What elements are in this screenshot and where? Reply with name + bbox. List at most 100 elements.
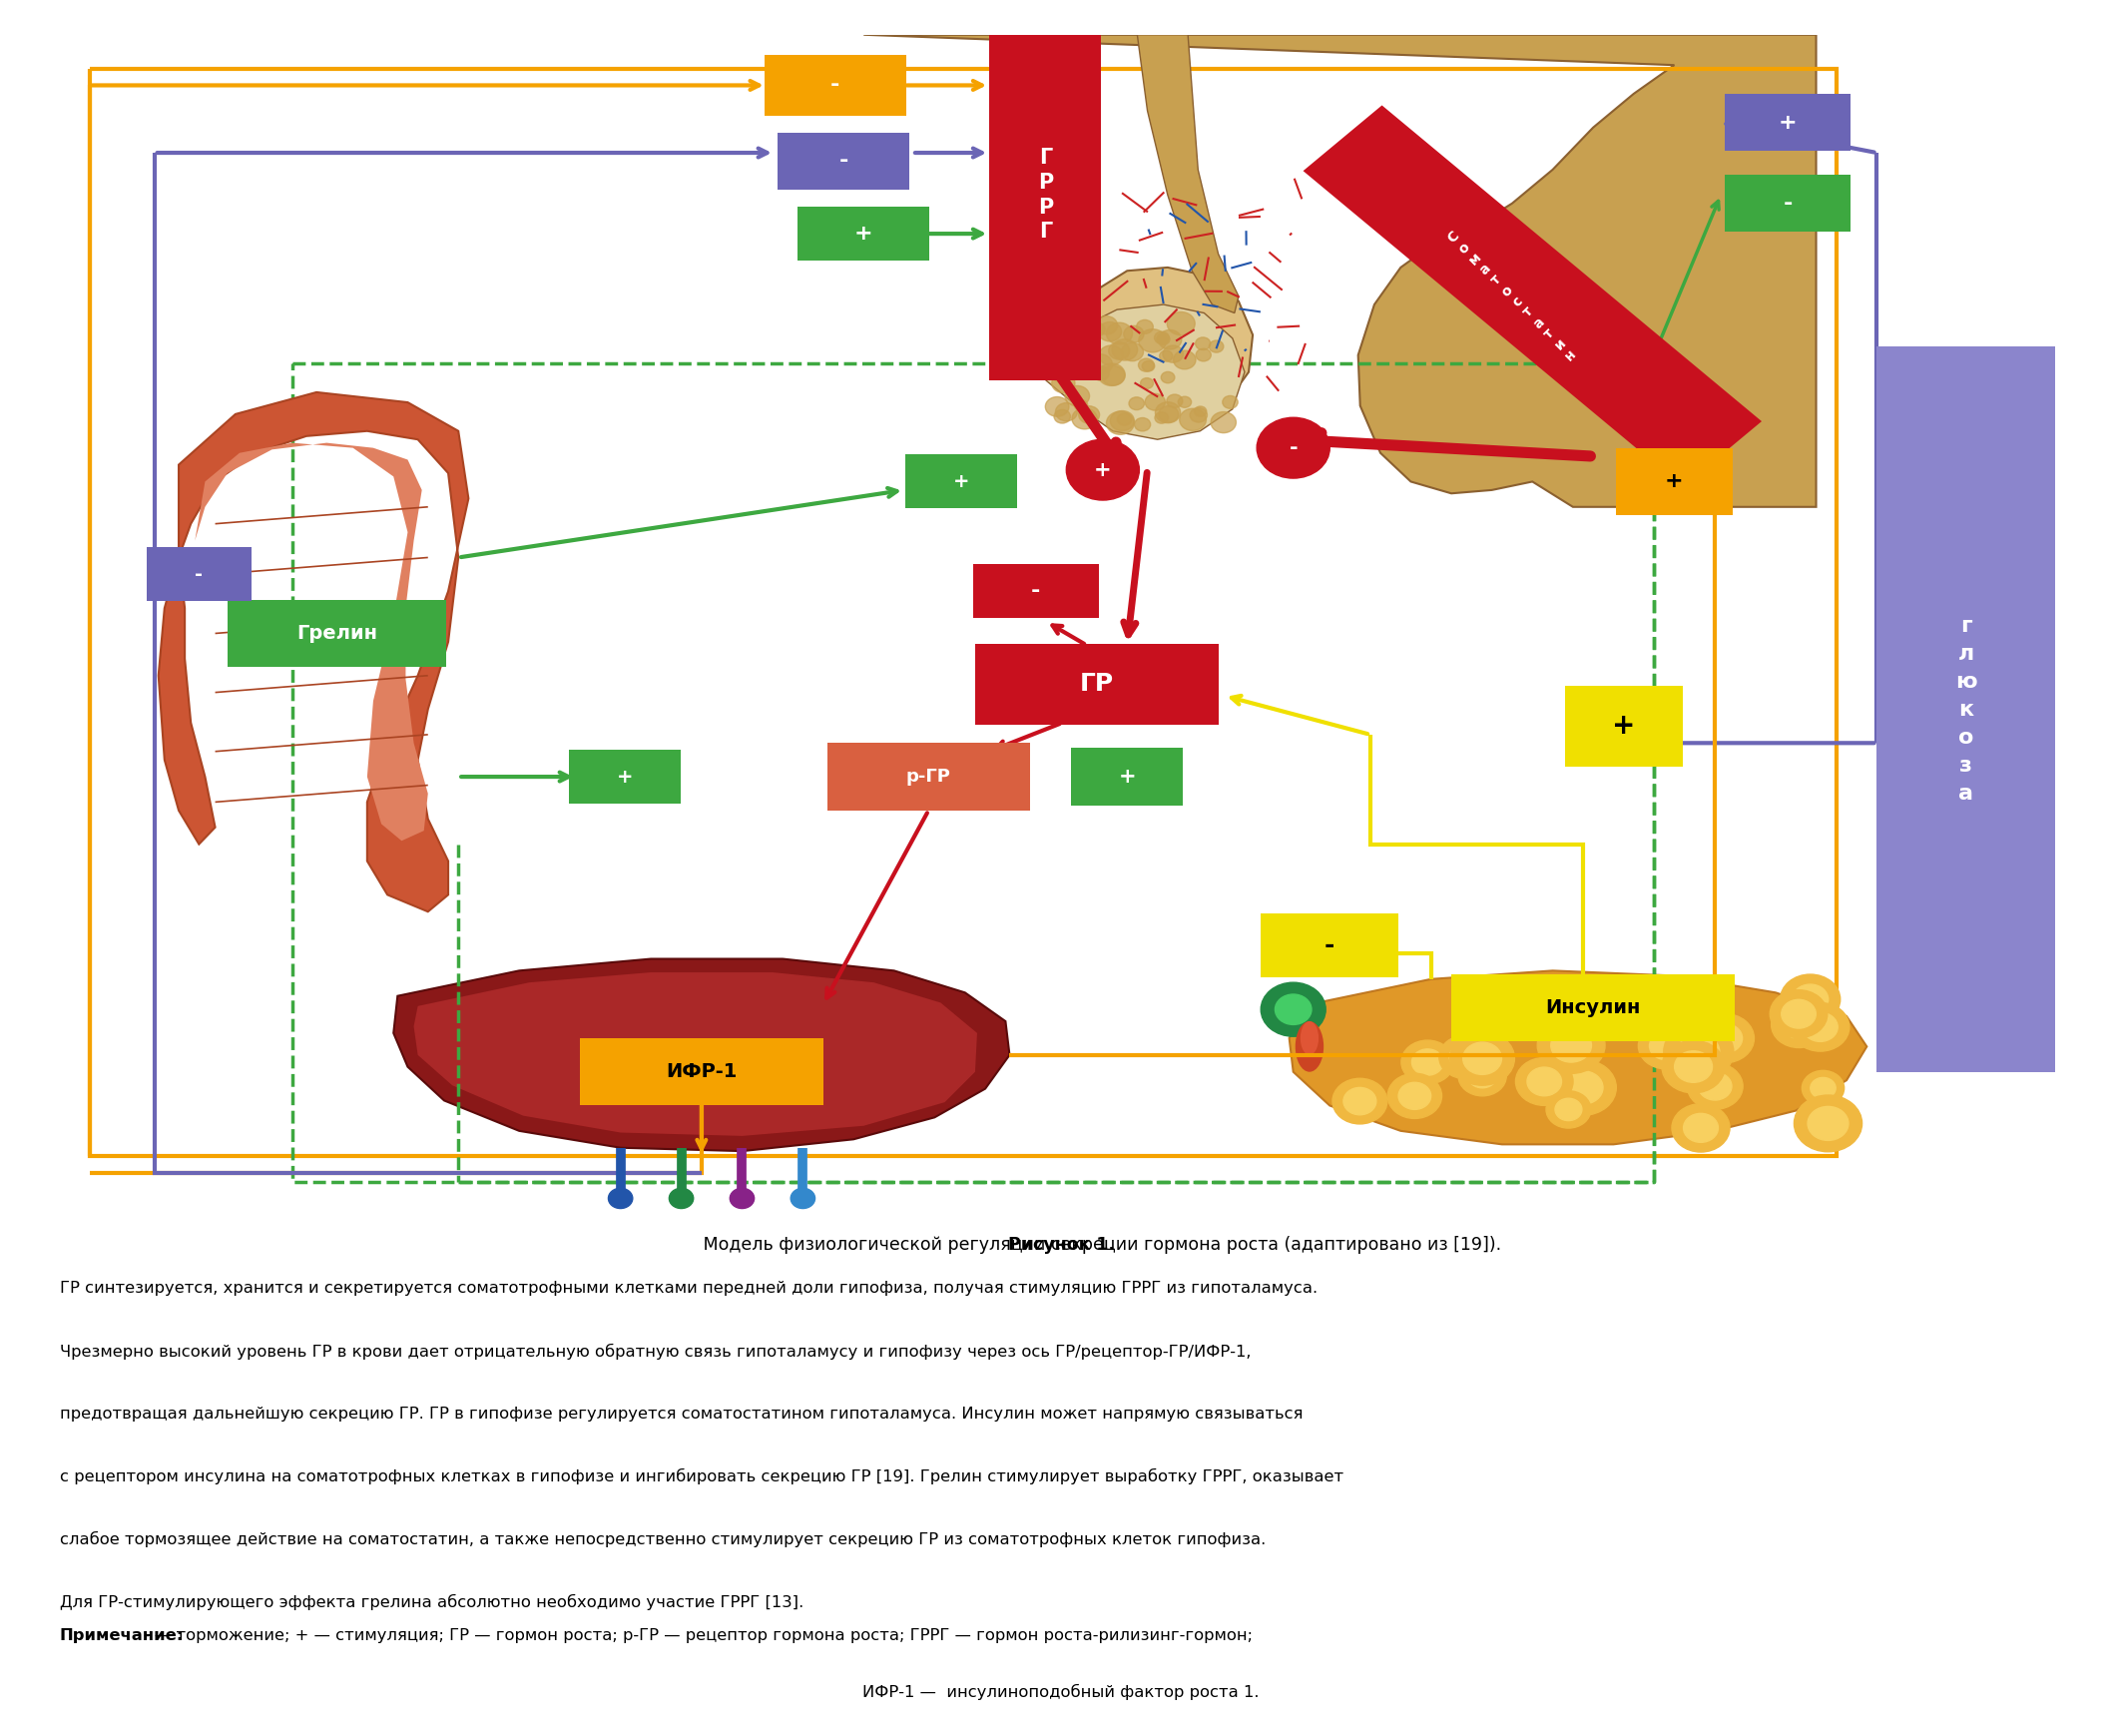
Text: г
л
ю
к
о
з
а: г л ю к о з а — [1954, 616, 1978, 804]
Circle shape — [1072, 344, 1091, 359]
Circle shape — [1222, 396, 1237, 408]
Text: -: - — [830, 75, 840, 95]
Circle shape — [1515, 1057, 1572, 1106]
Circle shape — [1564, 1071, 1602, 1104]
Text: -: - — [1031, 582, 1040, 601]
Polygon shape — [159, 392, 469, 911]
Bar — [1072, 748, 1182, 806]
Circle shape — [1526, 986, 1551, 1007]
Circle shape — [1159, 351, 1173, 361]
Circle shape — [1687, 1062, 1742, 1109]
Text: -: - — [195, 564, 204, 583]
Bar — [798, 207, 929, 260]
Polygon shape — [989, 35, 1101, 380]
Text: Грелин: Грелин — [297, 623, 378, 642]
Circle shape — [1089, 354, 1112, 375]
Circle shape — [1802, 1071, 1844, 1106]
Ellipse shape — [1301, 1021, 1318, 1055]
Text: ИФР-1 —  инсулиноподобный фактор роста 1.: ИФР-1 — инсулиноподобный фактор роста 1. — [864, 1684, 1258, 1700]
Circle shape — [1156, 333, 1169, 345]
Text: -: - — [1324, 934, 1335, 957]
Circle shape — [1046, 398, 1069, 417]
Bar — [1451, 974, 1736, 1042]
Bar — [1564, 686, 1683, 767]
Circle shape — [1106, 323, 1133, 344]
Circle shape — [1772, 1002, 1827, 1049]
Text: Чрезмерно высокий уровень ГР в крови дает отрицательную обратную связь гипоталам: Чрезмерно высокий уровень ГР в крови дае… — [59, 1344, 1250, 1359]
Circle shape — [1401, 1040, 1454, 1083]
Circle shape — [1146, 394, 1165, 410]
Circle shape — [1078, 345, 1099, 361]
Bar — [1725, 175, 1850, 233]
Bar — [764, 56, 906, 116]
Circle shape — [1398, 1083, 1430, 1109]
Text: Примечание:: Примечание: — [59, 1628, 185, 1644]
Bar — [146, 547, 253, 601]
Circle shape — [1458, 1055, 1507, 1095]
Circle shape — [1065, 337, 1084, 352]
Text: +: + — [855, 224, 872, 243]
Circle shape — [1212, 411, 1237, 432]
Circle shape — [1275, 995, 1311, 1024]
Circle shape — [1167, 394, 1182, 408]
Text: С
о
м
а
т
о
с
т
а
т
и
н: С о м а т о с т а т и н — [1445, 229, 1579, 363]
Polygon shape — [414, 972, 976, 1135]
Circle shape — [1695, 1014, 1755, 1062]
Circle shape — [1780, 974, 1840, 1024]
Text: +: + — [615, 767, 632, 786]
Text: +: + — [1118, 767, 1135, 786]
Circle shape — [1793, 1095, 1863, 1151]
Circle shape — [1093, 366, 1110, 380]
Polygon shape — [393, 958, 1010, 1151]
Bar — [1725, 94, 1850, 151]
Circle shape — [1063, 345, 1091, 368]
Circle shape — [1137, 359, 1154, 372]
Polygon shape — [864, 35, 1816, 507]
Circle shape — [1163, 345, 1184, 363]
Circle shape — [1074, 399, 1089, 411]
Circle shape — [730, 1187, 753, 1208]
Circle shape — [609, 1187, 632, 1208]
Circle shape — [1793, 984, 1829, 1014]
Text: +: + — [1778, 113, 1797, 132]
Bar — [1615, 448, 1734, 516]
Circle shape — [1536, 1017, 1604, 1073]
Text: Г
Р
Р
Г: Г Р Р Г — [1038, 148, 1055, 241]
Circle shape — [1388, 1073, 1441, 1118]
Ellipse shape — [1294, 1021, 1324, 1071]
Circle shape — [1173, 351, 1197, 370]
Circle shape — [1106, 411, 1133, 434]
Circle shape — [1468, 1064, 1496, 1088]
Circle shape — [1053, 373, 1076, 392]
Text: +: + — [1095, 460, 1112, 479]
Bar — [906, 455, 1016, 509]
Circle shape — [1664, 1023, 1734, 1082]
Circle shape — [1195, 406, 1207, 417]
Circle shape — [1078, 406, 1099, 424]
Bar — [579, 1038, 823, 1106]
Bar — [227, 599, 446, 667]
Circle shape — [1135, 418, 1150, 431]
Circle shape — [1462, 1042, 1502, 1075]
Text: ГР: ГР — [1080, 672, 1114, 696]
Bar — [1878, 347, 2056, 1071]
Circle shape — [1154, 403, 1180, 424]
Circle shape — [1101, 366, 1125, 385]
Circle shape — [1706, 1024, 1742, 1054]
Circle shape — [1110, 411, 1135, 431]
Circle shape — [1210, 340, 1224, 352]
Circle shape — [1140, 378, 1152, 389]
Circle shape — [1698, 1073, 1732, 1101]
Polygon shape — [1137, 35, 1239, 312]
Polygon shape — [1046, 267, 1252, 431]
Bar — [777, 132, 908, 189]
Circle shape — [1770, 990, 1827, 1038]
Text: предотвращая дальнейшую секрецию ГР. ГР в гипофизе регулируется соматостатином г: предотвращая дальнейшую секрецию ГР. ГР … — [59, 1406, 1303, 1422]
Circle shape — [1125, 326, 1144, 342]
Circle shape — [1780, 1000, 1816, 1028]
Circle shape — [1112, 339, 1137, 361]
Circle shape — [1528, 1068, 1562, 1095]
Circle shape — [1568, 993, 1598, 1017]
Text: ГР синтезируется, хранится и секретируется соматотрофными клетками передней доли: ГР синтезируется, хранится и секретирует… — [59, 1281, 1318, 1297]
Circle shape — [1099, 363, 1125, 385]
